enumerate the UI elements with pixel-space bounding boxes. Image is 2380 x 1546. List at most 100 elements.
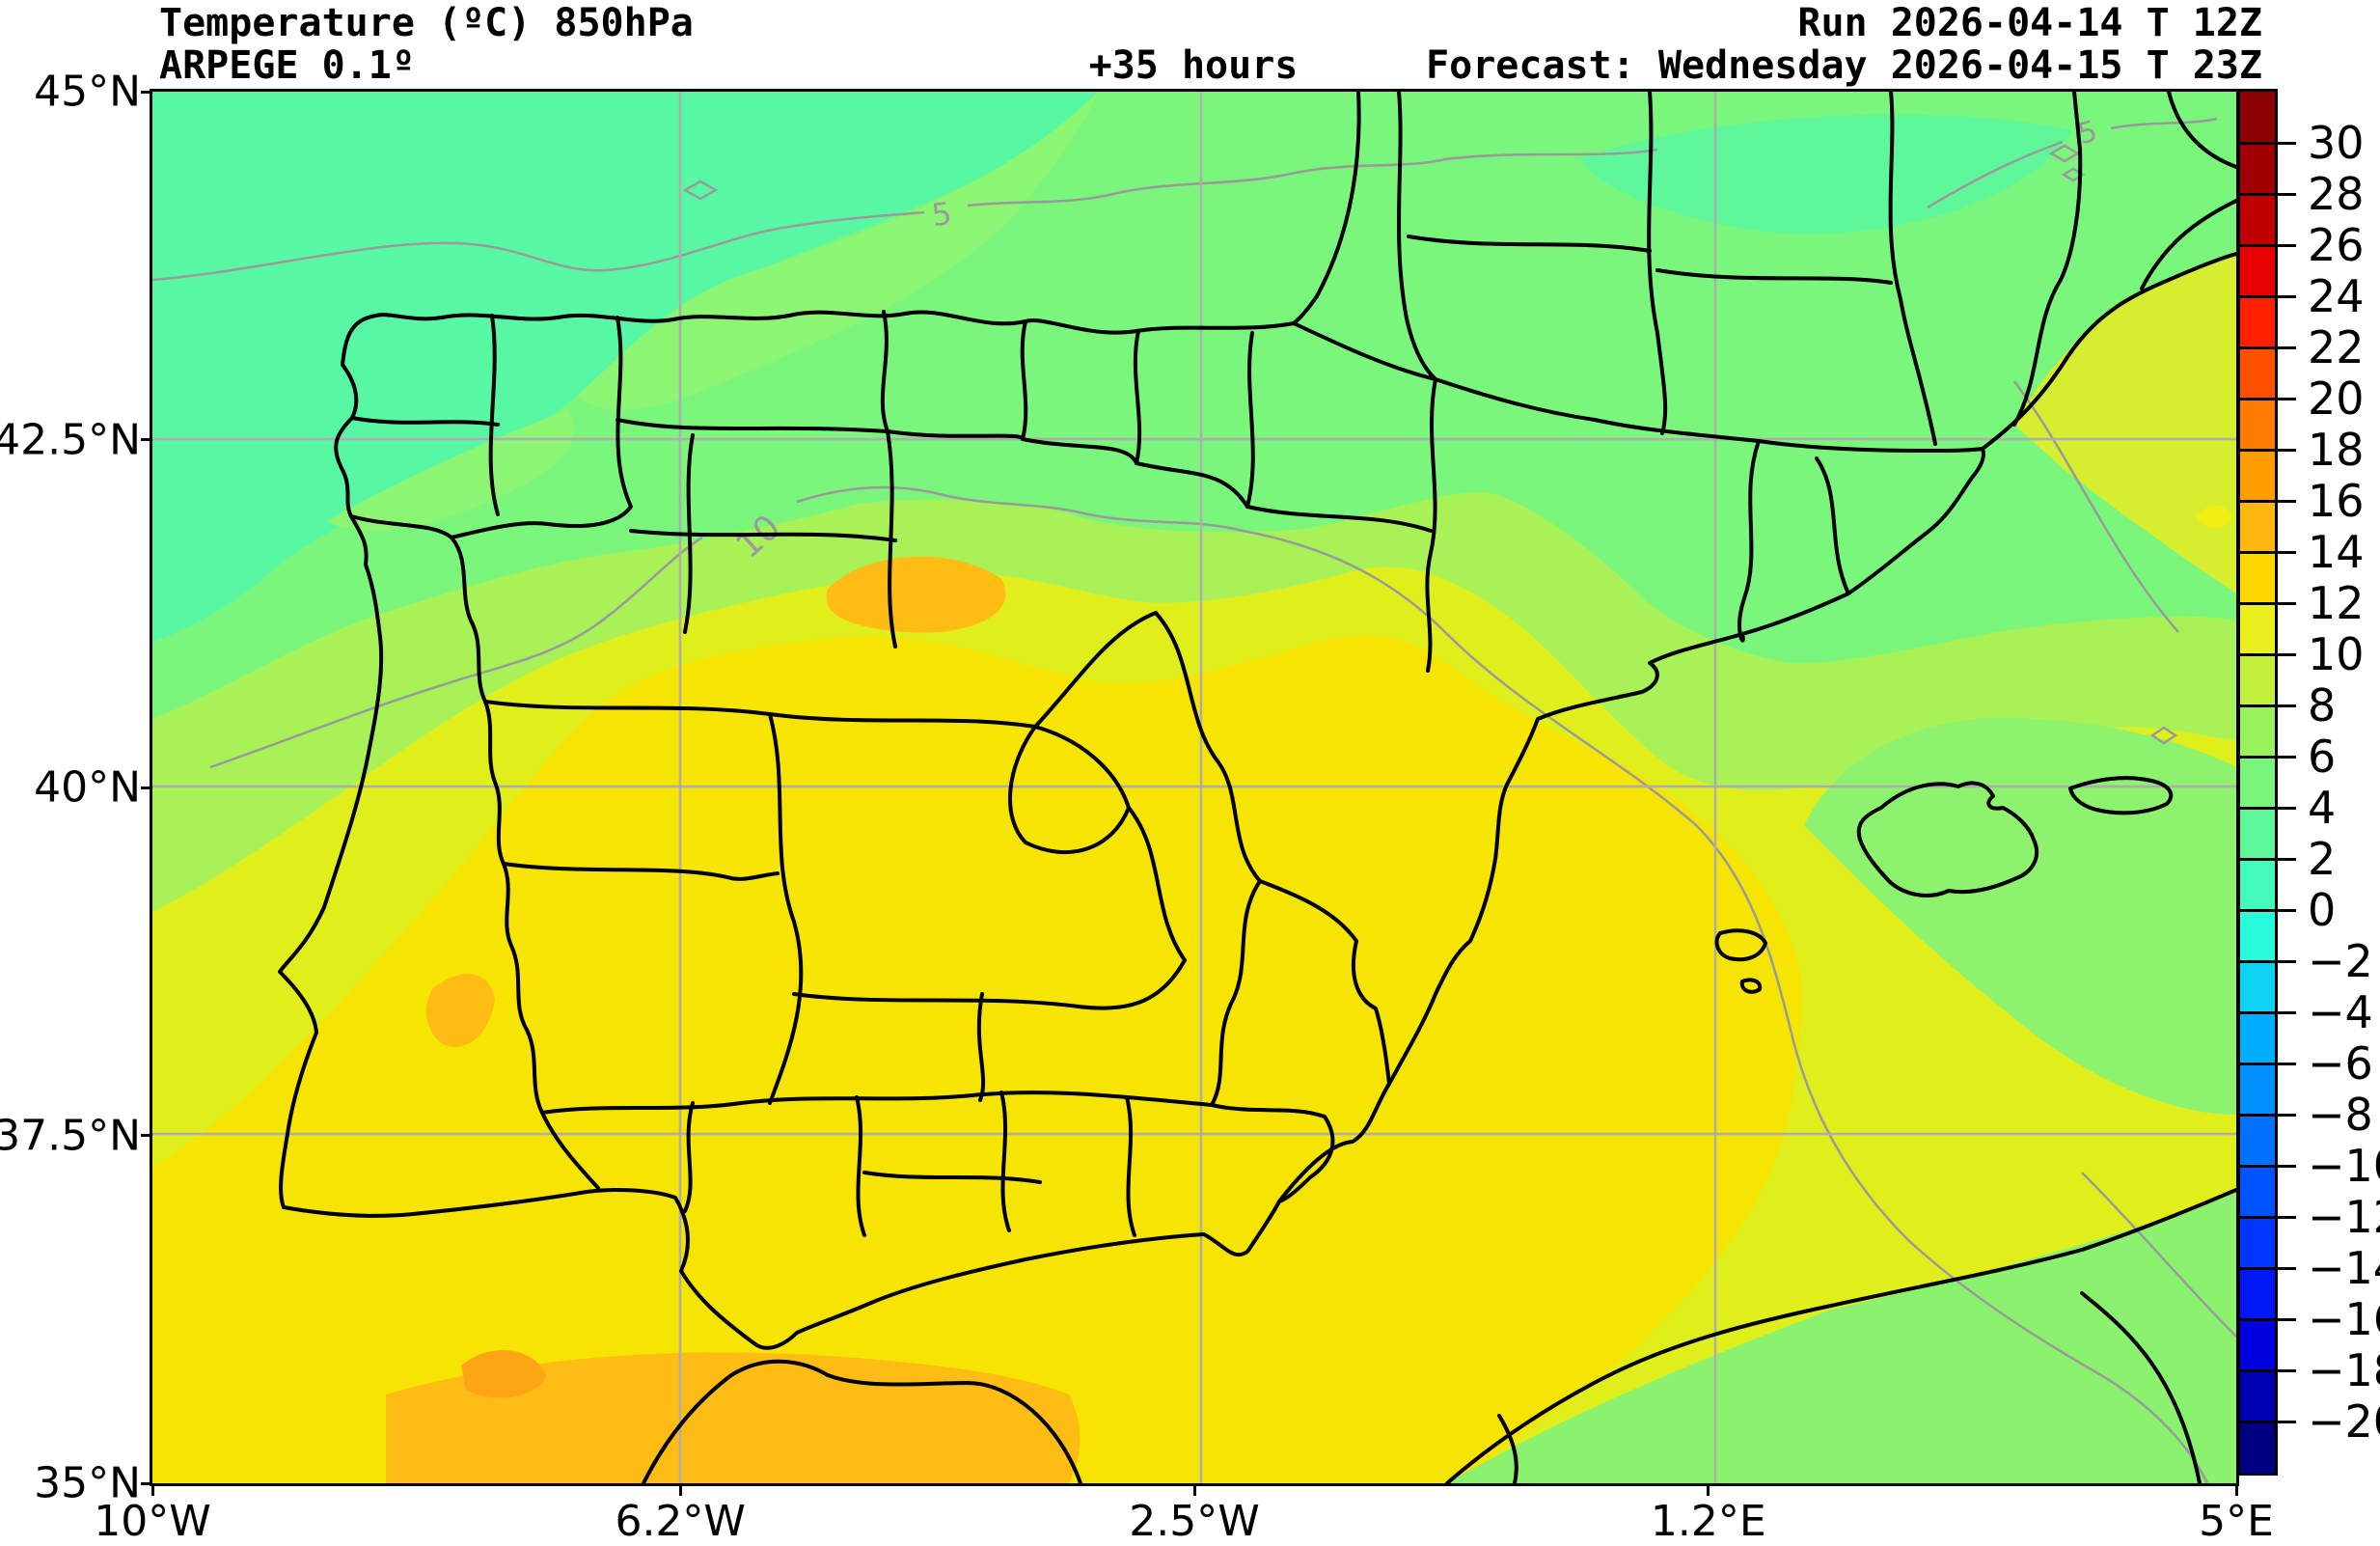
boundary-aragon-horizontal [1245, 505, 1433, 533]
colorbar-tick-mark [2240, 550, 2296, 554]
colorbar-segment [2240, 1370, 2275, 1422]
boundary-galicia-inner-2 [350, 416, 500, 427]
colorbar-segment [2240, 1268, 2275, 1320]
colorbar-tick-mark [2240, 1010, 2296, 1014]
fill-emerald-northwest [152, 92, 1098, 642]
coastline-iberia [278, 92, 2236, 1350]
boundary-cantabrica-verticals-1 [880, 310, 889, 433]
isotherm-10-west [209, 536, 703, 769]
colorbar-tick-label: 0 [2308, 884, 2337, 936]
colorbar-tick-mark [2240, 1317, 2296, 1321]
colorbar-tick-label: 2 [2308, 833, 2337, 885]
boundary-aragon-clm [1154, 611, 1391, 1086]
colorbar-segment [2240, 296, 2275, 348]
isotherm-france-diag [2012, 380, 2179, 633]
y-tick-label: 45°N [34, 67, 141, 117]
isotherm-5-west [152, 210, 925, 282]
boundary-extremadura-split [502, 862, 780, 881]
fill-light-streak-1 [577, 92, 1098, 410]
colorbar-tick-mark [2240, 243, 2296, 247]
boundary-clm-inner-2 [792, 958, 1187, 1010]
isotherm-5-france-b [2110, 117, 2218, 130]
colorbar-tick-mark [2240, 704, 2296, 707]
colorbar-segment [2240, 603, 2275, 655]
boundary-france-dept-6 [2012, 92, 2083, 427]
boundary-cantabrica-verticals-3 [1133, 329, 1142, 465]
isotherm-se-diag [2081, 1172, 2236, 1338]
x-tick-mark [678, 1486, 682, 1496]
colorbar-tick-mark [2240, 755, 2296, 759]
y-tick-mark [141, 1134, 150, 1137]
boundary-asturias-south [616, 418, 1249, 509]
colorbar-tick-mark [2240, 1113, 2296, 1117]
fill-orange-extremadura-patch [425, 973, 495, 1047]
fill-green-menorca-patch [1804, 717, 2236, 1115]
x-tick-mark [1192, 1486, 1196, 1496]
boundary-france-dept-8 [2167, 92, 2236, 169]
colorbar-tick-label: 10 [2308, 628, 2365, 680]
isotherm-5-france-a [1927, 140, 2064, 209]
boundary-andalucia-v4 [1125, 1095, 1136, 1237]
boundary-clm-inner-1 [1127, 806, 1187, 962]
boundary-cyl-vertical-1 [683, 433, 695, 634]
colorbar-tick-label: −6 [2308, 1037, 2373, 1090]
coastline-menorca [2068, 776, 2174, 815]
colorbar-tick-mark [2240, 345, 2296, 349]
colorbar-segment [2240, 92, 2275, 144]
colorbar-tick-mark [2240, 857, 2296, 861]
fill-yellow-interior [152, 635, 1802, 1483]
y-tick-label: 35°N [34, 1458, 141, 1508]
boundary-andalucia-v2 [855, 1095, 866, 1237]
colorbar-tick-label: 8 [2308, 679, 2337, 732]
boundary-france-dept-5 [1655, 268, 1893, 285]
boundary-cantabrica-verticals-2 [1020, 319, 1028, 441]
boundary-galicia-inner-1 [488, 314, 500, 516]
contour-diamond-2 [2048, 144, 2081, 163]
colorbar-tick-label: −12 [2308, 1191, 2380, 1243]
colorbar-tick-label: −20 [2308, 1395, 2380, 1448]
colorbar-segment [2240, 808, 2275, 860]
boundary-andalucia-v1 [683, 1101, 695, 1213]
colorbar-tick-label: 24 [2308, 270, 2365, 322]
colorbar-tick-mark [2240, 601, 2296, 605]
map-canvas: 5 10 5 [150, 89, 2239, 1486]
contour-diamond-4 [2149, 726, 2178, 745]
boundary-catalonia-inner [1815, 456, 1850, 595]
contour-diamond-3 [2061, 167, 2086, 182]
forecast-label: Forecast: Wednesday 2026-04-15 T 23Z [1426, 43, 2262, 88]
colorbar-segment [2240, 1012, 2275, 1064]
run-label: Run 2026-04-14 T 12Z [1797, 1, 2262, 45]
colorbar-segment [2240, 1319, 2275, 1371]
y-tick-mark [141, 90, 150, 94]
colorbar-tick-label: −8 [2308, 1089, 2373, 1141]
colorbar-tick-label: 4 [2308, 782, 2337, 834]
colorbar-tick-mark [2240, 1215, 2296, 1219]
colorbar-tick-label: −10 [2308, 1140, 2380, 1192]
coastline-ibiza [1714, 928, 1767, 962]
colorbar-tick-label: 16 [2308, 475, 2365, 527]
colorbar-segment [2240, 757, 2275, 809]
colorbar-tick-label: 6 [2308, 731, 2337, 783]
colorbar-tick-label: 20 [2308, 373, 2365, 425]
contour-diamond-1 [682, 179, 719, 201]
colorbar-tick-mark [2240, 1164, 2296, 1168]
colorbar-tick-mark [2240, 806, 2296, 810]
boundaries [278, 92, 2236, 1483]
boundary-cyl-vertical-2 [886, 429, 897, 649]
colorbar-tick-mark [2240, 397, 2296, 400]
x-tick-mark [150, 1486, 154, 1496]
colorbar-tick-label: 18 [2308, 424, 2365, 476]
coastline-morocco-west [642, 1359, 1082, 1483]
fill-deep-orange-strait [461, 1349, 546, 1398]
boundary-sierra-morena [540, 1090, 1214, 1115]
colorbar-segment [2240, 1422, 2275, 1474]
model-name: ARPEGE 0.1º [159, 43, 415, 88]
boundary-france-dept-2 [1647, 92, 1668, 435]
colorbar-tick-label: −2 [2308, 935, 2373, 987]
colorbar-tick-mark [2240, 1062, 2296, 1065]
title-block: Temperature (ºC) 850hPa ARPEGE 0.1º [159, 2, 694, 87]
colorbar-tick-mark [2240, 141, 2296, 145]
boundary-france-dept-1 [1397, 92, 1437, 381]
colorbar-tick-mark [2240, 192, 2296, 196]
isotherm-10-east [796, 485, 2209, 1483]
